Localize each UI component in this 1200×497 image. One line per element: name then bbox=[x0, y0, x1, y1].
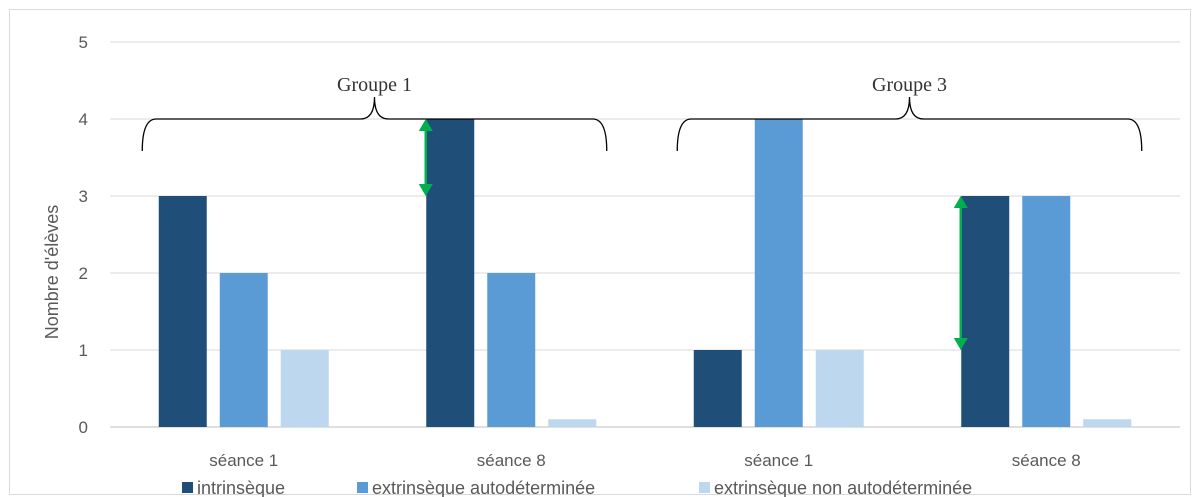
bar bbox=[548, 419, 597, 427]
legend-swatch bbox=[699, 482, 710, 493]
group-brace bbox=[141, 96, 608, 152]
legend: intrinsèque extrinsèque autodéterminée ext… bbox=[182, 478, 972, 497]
x-tick-label: séance 8 bbox=[1012, 451, 1081, 470]
x-tick-label: séance 8 bbox=[477, 451, 546, 470]
group-label: Groupe 1 bbox=[337, 74, 412, 96]
gridlines bbox=[110, 41, 1180, 428]
arrow-head-up bbox=[418, 119, 433, 131]
y-tick-label: 0 bbox=[79, 418, 88, 437]
legend-entry: intrinsèque bbox=[197, 478, 285, 497]
y-tick-label: 3 bbox=[79, 187, 88, 206]
bars bbox=[158, 119, 1132, 427]
arrow-head-up bbox=[953, 196, 968, 208]
bar bbox=[280, 350, 329, 427]
legend-entry: extrinsèque non autodéterminée bbox=[714, 478, 972, 497]
bar bbox=[961, 196, 1010, 427]
legend-swatch bbox=[182, 482, 193, 493]
group-brace bbox=[676, 96, 1143, 152]
group-label: Groupe 3 bbox=[872, 74, 947, 96]
bar bbox=[693, 350, 742, 427]
y-axis-label: Nombre d'élèves bbox=[42, 205, 62, 340]
y-tick-label: 5 bbox=[79, 33, 88, 52]
bar bbox=[754, 119, 803, 427]
bar bbox=[487, 273, 536, 427]
x-axis-ticks: séance 1 séance 8 séance 1 séance 8 bbox=[209, 451, 1081, 470]
chart-frame bbox=[9, 9, 1191, 495]
y-axis-ticks: 0 1 2 3 4 5 bbox=[79, 33, 88, 437]
arrow-head-down bbox=[953, 338, 968, 350]
arrow-head-down bbox=[418, 184, 433, 196]
legend-swatch bbox=[357, 482, 368, 493]
x-tick-label: séance 1 bbox=[744, 451, 813, 470]
bar bbox=[815, 350, 864, 427]
bar bbox=[219, 273, 268, 427]
y-tick-label: 4 bbox=[79, 110, 88, 129]
bar bbox=[1022, 196, 1071, 427]
x-tick-label: séance 1 bbox=[209, 451, 278, 470]
y-tick-label: 1 bbox=[79, 341, 88, 360]
bar bbox=[1083, 419, 1132, 427]
bar bbox=[158, 196, 207, 427]
bar bbox=[426, 119, 475, 427]
annotations: Groupe 1 Groupe 3 bbox=[141, 74, 1143, 350]
y-tick-label: 2 bbox=[79, 264, 88, 283]
legend-entry: extrinsèque autodéterminée bbox=[372, 478, 595, 497]
